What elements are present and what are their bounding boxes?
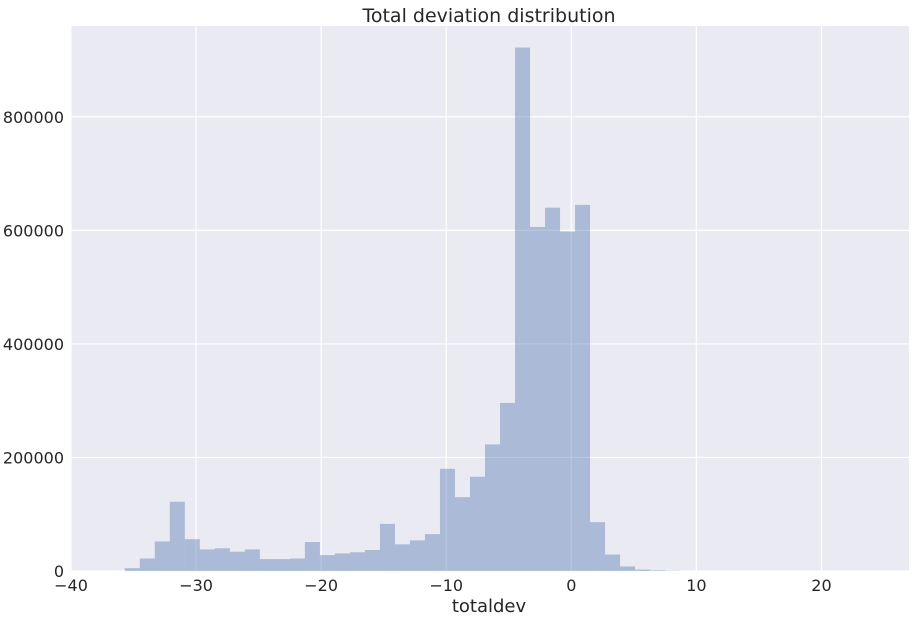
histogram-bar xyxy=(229,551,245,571)
histogram-bars xyxy=(124,47,681,571)
x-tick-label: 20 xyxy=(811,576,831,595)
x-tick-label: −30 xyxy=(179,576,213,595)
histogram-bar xyxy=(454,497,470,571)
histogram-bar xyxy=(244,549,260,571)
histogram-bar xyxy=(154,541,170,571)
y-tick-label: 0 xyxy=(54,562,64,581)
histogram-bar xyxy=(169,501,185,571)
x-tick-label: 0 xyxy=(566,576,576,595)
histogram-bar xyxy=(575,204,591,571)
histogram-bar xyxy=(334,553,350,571)
histogram-bar xyxy=(199,549,215,571)
histogram-bar xyxy=(409,540,425,571)
histogram-bar xyxy=(319,555,335,571)
histogram-bar xyxy=(364,549,380,571)
histogram-bar xyxy=(515,47,531,571)
y-tick-label: 200000 xyxy=(3,448,64,467)
y-tick-label: 600000 xyxy=(3,221,64,240)
histogram-bar xyxy=(394,544,410,571)
x-axis-ticks: −40 −30 −20 −10 0 10 20 xyxy=(54,576,832,595)
x-tick-label: −40 xyxy=(54,576,88,595)
histogram-bar xyxy=(184,539,200,571)
x-axis-label: totaldev xyxy=(452,596,527,617)
histogram-bar xyxy=(545,207,561,571)
grid-lines xyxy=(70,26,909,572)
histogram-bar xyxy=(124,568,140,571)
histogram-bar xyxy=(304,542,320,571)
chart-title: Total deviation distribution xyxy=(361,5,615,27)
histogram-bar xyxy=(469,476,485,571)
histogram-bar xyxy=(500,402,516,571)
histogram-bar xyxy=(139,558,155,571)
histogram-bar xyxy=(379,523,395,571)
histogram-bar xyxy=(214,548,230,571)
histogram-bar xyxy=(635,569,651,571)
histogram-bar xyxy=(349,552,365,571)
histogram-bar xyxy=(289,558,305,571)
histogram-bar xyxy=(650,570,666,571)
histogram-bar xyxy=(424,534,440,571)
histogram-bar xyxy=(259,559,275,571)
x-tick-label: 10 xyxy=(686,576,706,595)
histogram-bar xyxy=(274,559,290,571)
y-tick-label: 800000 xyxy=(3,108,64,127)
histogram-bar xyxy=(605,554,621,571)
histogram-bar xyxy=(439,468,455,571)
y-axis-ticks: 0 200000 400000 600000 800000 xyxy=(3,108,64,581)
y-tick-label: 400000 xyxy=(3,335,64,354)
histogram-bar xyxy=(530,226,546,571)
histogram-bar xyxy=(590,522,606,571)
x-tick-label: −20 xyxy=(304,576,338,595)
histogram-bar xyxy=(560,231,576,571)
x-tick-label: −10 xyxy=(429,576,463,595)
histogram-bar xyxy=(620,566,636,571)
histogram-bar xyxy=(484,444,501,571)
